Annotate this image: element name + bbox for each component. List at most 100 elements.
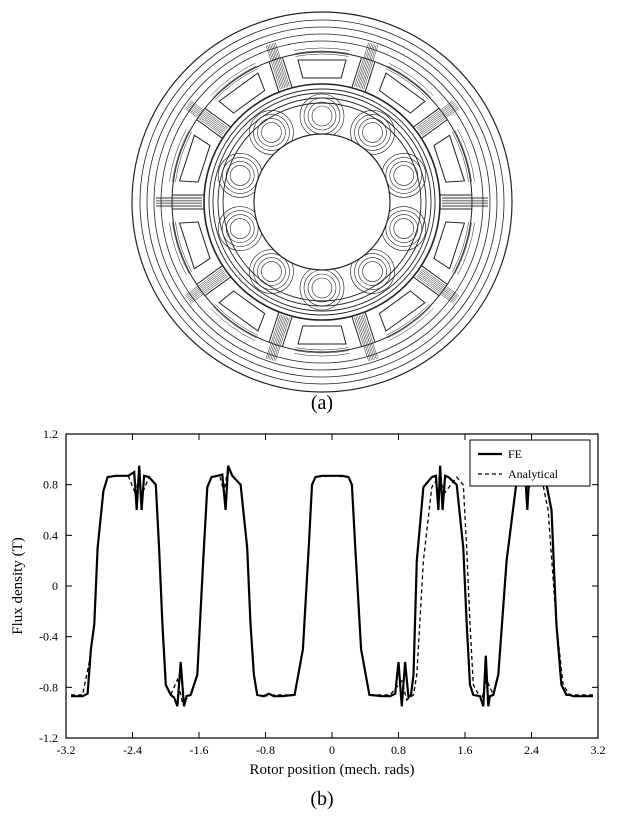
y-tick-label: 0.8 [43,478,58,492]
magnet-flux-loop [225,161,255,190]
stator-slot [178,134,211,183]
magnet-flux-loop [307,101,337,131]
magnet-flux-loop [354,114,391,151]
flux-density-chart: -3.2 -2.4 -1.6 -0.8 0 0.8 1.6 2.4 3.2 -1.2 -0.8 -0.… [0,420,644,785]
tooth-flux-line [189,101,227,130]
chart-svg: -3.2 -2.4 -1.6 -0.8 0 0.8 1.6 2.4 3.2 -1.2 -0.8 -0.… [10,427,606,778]
stator-tooth-edge [268,61,280,93]
magnet-flux-loop [249,249,294,294]
magnet-flux-loop [385,157,423,194]
tooth-flux-line [421,268,460,296]
yoke-flux-line [175,131,192,183]
tooth-flux-line [354,317,369,362]
stator-tooth-edge [413,107,440,128]
yoke-flux-line [294,47,350,51]
stator-slot [378,290,426,332]
magnet-flux-loop [229,165,251,186]
stator-slot [218,290,266,332]
magnet-flux-loop [389,161,419,190]
yoke-flux-line [454,130,472,182]
magnet-flux-loop [253,253,290,290]
shaft-bore [253,133,391,271]
magnet-flux-loop [311,277,333,299]
tooth-flux-line [268,44,284,89]
yoke-flux-line [212,65,257,98]
tooth-flux-line [360,44,376,89]
tooth-flux-line [355,43,371,87]
stator-outer-ring [153,33,491,371]
stator-outer-ring [131,11,513,393]
x-tick-label: 3.2 [591,743,606,757]
tooth-flux-line [186,105,225,133]
magnet-flux-loop [299,93,345,139]
tooth-flux-line [355,317,371,361]
x-axis-label: Rotor position (mech. rads) [250,762,415,778]
magnet-flux-loop [385,210,423,247]
stator-tooth-edge [351,316,363,347]
tooth-flux-line [361,45,377,89]
tooth-flux-line [184,268,223,296]
tooth-flux-line [417,101,455,130]
stator-tooth-edge [268,311,280,343]
legend-label-analytical: Analytical [508,467,559,481]
magnet-flux-loop [221,157,259,194]
magnet-flux-loop [229,218,251,239]
y-tick-label: 0.4 [43,528,58,542]
magnet-flux-loop [393,165,415,186]
magnet-flux-loop [221,210,259,247]
stator-tooth-edge [364,61,376,93]
tooth-flux-line [185,269,224,298]
yoke-flux-line [295,347,349,351]
yoke-flux-line [387,306,432,339]
tooth-flux-line [273,317,289,361]
stator-tooth-edge [421,119,448,139]
y-tick-label: -0.4 [39,630,58,644]
tooth-flux-line [267,315,283,359]
yoke-flux-line [169,128,187,182]
tooth-flux-line [185,106,224,135]
series-line-analytical [71,470,593,704]
magnet-flux-loop [311,105,333,127]
yoke-flux-line [388,62,434,96]
stator-slot [178,221,211,270]
yoke-flux-line [214,68,258,100]
stator-tooth-edge [281,316,293,347]
caption-a: (a) [310,392,334,414]
yoke-flux-line [452,221,469,273]
stator-slot [433,134,466,183]
magnet-flux-loop [257,118,286,147]
stator-slot [297,325,347,345]
tooth-flux-line [417,274,455,303]
magnet-flux-loop [261,122,282,143]
tooth-flux-line [270,44,286,88]
x-tick-label: -3.2 [57,743,76,757]
stator-tooth-edge [196,265,223,285]
tooth-flux-line [271,43,287,88]
tooth-flux-line [420,106,459,135]
tooth-flux-line [363,314,379,359]
stator-tooth-edge [281,57,293,88]
rotor-ring [203,83,441,321]
tooth-flux-line [358,316,374,360]
tooth-flux-line [418,104,457,132]
stator-tooth-edge [204,107,231,128]
y-axis-label: Flux density (T) [10,537,26,635]
rotor-ring [222,102,422,302]
tooth-flux-line [190,100,228,128]
tooth-flux-line [187,104,226,132]
yoke-flux-line [212,306,257,339]
yoke-flux-line [386,304,430,336]
x-tick-label: -2.4 [123,743,142,757]
magnet-flux-loop [249,110,294,155]
tooth-flux-line [421,108,460,136]
stator-tooth-edge [196,119,223,139]
yoke-flux-line [294,350,350,354]
tooth-flux-line [419,271,458,299]
magnet-flux-loop [358,118,387,147]
tooth-flux-line [418,272,457,300]
tooth-flux-line [187,272,226,300]
tooth-flux-line [361,315,377,359]
yoke-flux-line [214,304,258,336]
stator-tooth-edge [204,276,231,297]
yoke-flux-line [172,130,190,182]
